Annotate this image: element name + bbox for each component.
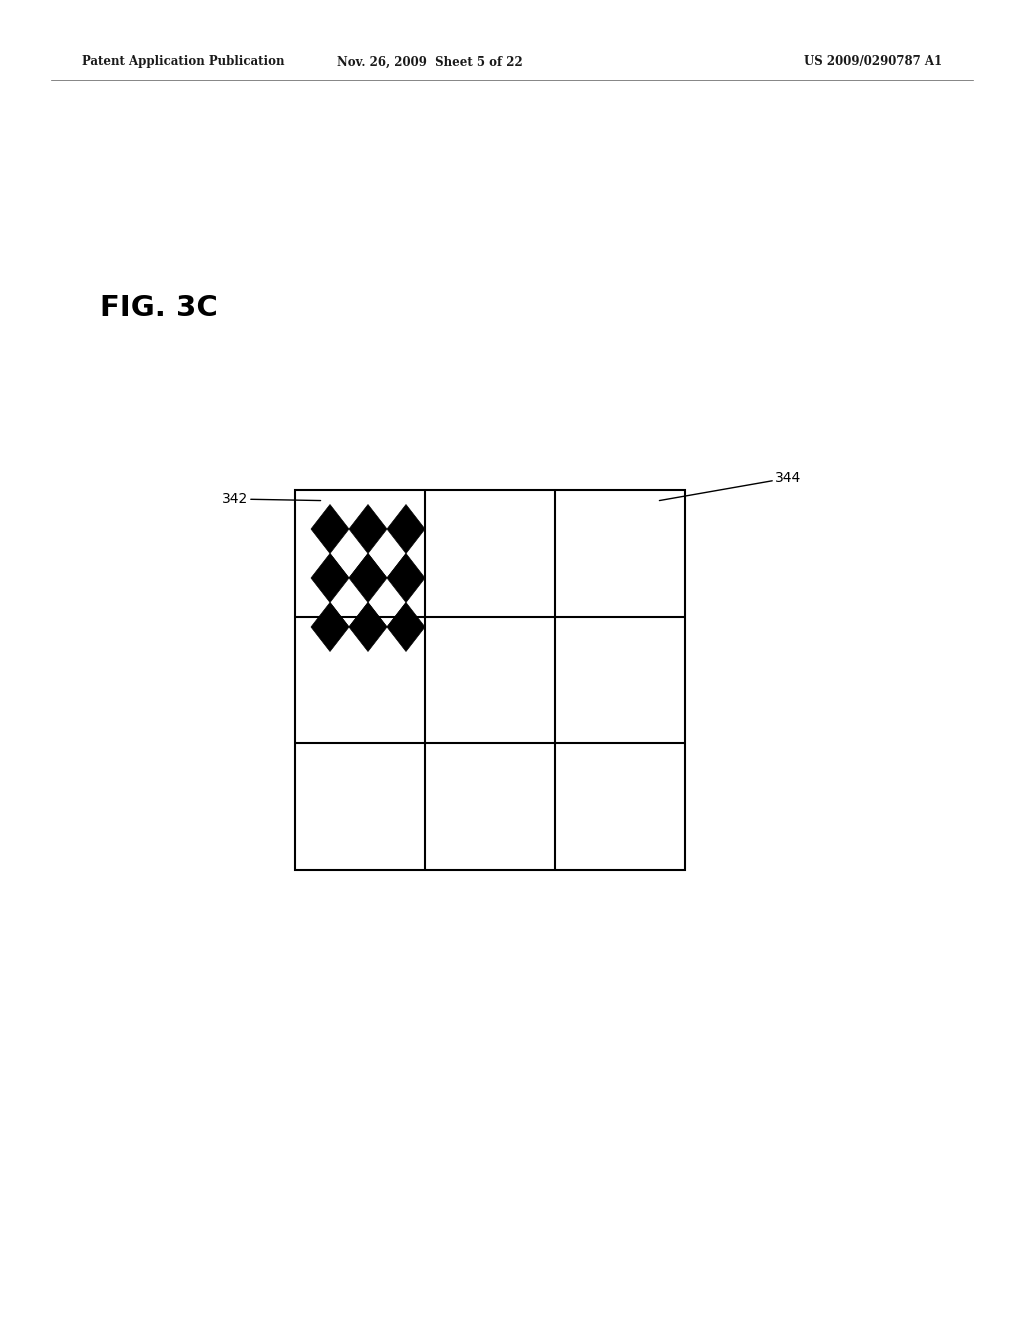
Bar — [295, 490, 685, 870]
Polygon shape — [387, 553, 425, 602]
Polygon shape — [387, 504, 425, 553]
Text: US 2009/0290787 A1: US 2009/0290787 A1 — [804, 55, 942, 69]
Polygon shape — [387, 602, 425, 652]
Text: FIG. 3C: FIG. 3C — [100, 294, 218, 322]
Polygon shape — [311, 602, 349, 652]
Polygon shape — [349, 553, 387, 602]
Polygon shape — [349, 504, 387, 553]
Polygon shape — [330, 578, 368, 627]
Polygon shape — [330, 529, 368, 578]
Polygon shape — [349, 602, 387, 652]
Text: 344: 344 — [659, 471, 801, 500]
Text: Nov. 26, 2009  Sheet 5 of 22: Nov. 26, 2009 Sheet 5 of 22 — [337, 55, 523, 69]
Polygon shape — [311, 504, 349, 553]
Text: Patent Application Publication: Patent Application Publication — [82, 55, 285, 69]
Text: 342: 342 — [222, 492, 321, 506]
Polygon shape — [311, 553, 349, 602]
Polygon shape — [368, 529, 406, 578]
Polygon shape — [368, 578, 406, 627]
